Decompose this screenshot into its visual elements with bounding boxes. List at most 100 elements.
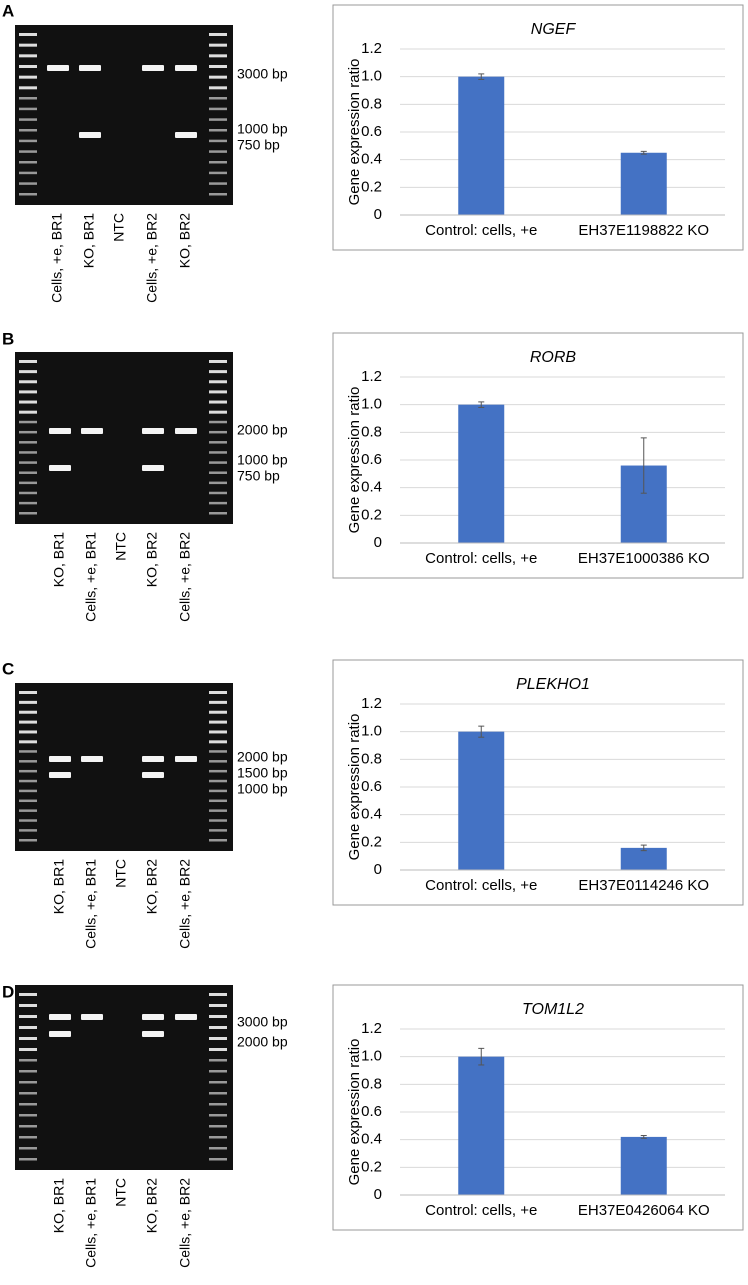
lane-label: KO, BR1 <box>51 1178 67 1233</box>
ladder-band <box>19 829 37 832</box>
ladder-band <box>19 1070 37 1073</box>
ladder-band <box>209 769 227 773</box>
ladder-band <box>209 471 227 474</box>
y-tick-label: 0.4 <box>361 806 382 823</box>
ladder-band <box>19 1004 37 1007</box>
size-marker: 2000 bp <box>237 422 288 438</box>
gel-band <box>142 1014 164 1020</box>
ladder-band <box>19 491 37 495</box>
ladder-band <box>19 993 37 996</box>
y-tick-label: 0 <box>374 206 382 223</box>
y-tick-label: 0.8 <box>361 95 382 112</box>
ladder-band <box>19 471 37 474</box>
y-tick-label: 1.0 <box>361 396 382 413</box>
lane-label: KO, BR2 <box>144 1178 160 1233</box>
ladder-band <box>19 1125 37 1128</box>
y-tick-label: 0.6 <box>361 1103 382 1120</box>
ladder-band <box>19 501 37 505</box>
gel-band <box>49 465 71 471</box>
size-marker: 1000 bp <box>237 452 288 468</box>
ladder-band <box>209 819 227 822</box>
gel-band <box>142 428 164 434</box>
ladder-band <box>209 182 227 185</box>
ladder-band <box>19 512 37 515</box>
lane-label: Cells, +e, BR2 <box>144 213 160 303</box>
ladder-band <box>19 150 37 153</box>
ladder-band <box>209 993 227 996</box>
ladder-band <box>19 370 37 374</box>
bar <box>458 76 505 216</box>
error-bar <box>640 150 647 155</box>
ladder-band <box>209 161 227 164</box>
ladder-band <box>209 789 227 793</box>
ladder-band <box>19 779 37 783</box>
ladder-band <box>19 193 37 196</box>
gel-band <box>81 756 103 762</box>
ladder-band <box>209 441 227 444</box>
gel-band <box>81 428 103 434</box>
y-tick-label: 1.2 <box>361 1020 382 1037</box>
size-marker: 1000 bp <box>237 781 288 797</box>
lane-label: Cells, +e, BR1 <box>83 1178 99 1268</box>
y-tick-label: 0.2 <box>361 833 382 850</box>
chart-title: NGEF <box>531 21 577 38</box>
gel-image <box>15 683 233 851</box>
ladder-band <box>19 65 37 68</box>
ladder-band <box>209 33 227 36</box>
ladder-band <box>19 1103 37 1106</box>
ladder-band <box>209 501 227 505</box>
chart-frame <box>332 659 744 906</box>
ladder-band <box>19 740 37 744</box>
y-tick-label: 1.2 <box>361 695 382 712</box>
ladder-band <box>209 107 227 111</box>
ladder-band <box>209 809 227 812</box>
panel-label: B <box>2 329 14 348</box>
y-tick-label: 0.4 <box>361 479 382 496</box>
gel-band <box>142 1031 164 1037</box>
ladder-band <box>209 129 227 132</box>
chart-frame <box>332 332 744 579</box>
y-axis-label: Gene expression ratio <box>346 59 363 206</box>
x-tick-label: Control: cells, +e <box>425 550 537 567</box>
bar <box>620 152 667 215</box>
gel-band <box>142 772 164 778</box>
ladder-band <box>209 730 227 734</box>
ladder-band <box>19 1114 37 1117</box>
y-tick-label: 0.4 <box>361 151 382 168</box>
gel-band <box>175 756 197 762</box>
ladder-band <box>209 1081 227 1084</box>
ladder-band <box>19 86 37 90</box>
ladder-band <box>19 750 37 753</box>
chart-title: RORB <box>530 349 577 366</box>
gel-band <box>175 1014 197 1020</box>
y-axis-label: Gene expression ratio <box>346 387 363 534</box>
lane-label: KO, BR2 <box>144 532 160 587</box>
bar <box>458 731 505 870</box>
ladder-band <box>209 700 227 704</box>
y-tick-label: 0.2 <box>361 506 382 523</box>
x-tick-label: EH37E1000386 KO <box>578 550 710 567</box>
ladder-band <box>19 1026 37 1029</box>
ladder-band <box>209 360 227 363</box>
ladder-band <box>209 491 227 495</box>
error-bar <box>478 725 485 738</box>
ladder-band <box>19 33 37 36</box>
y-tick-label: 0 <box>374 861 382 878</box>
lane-label: KO, BR1 <box>81 213 97 268</box>
ladder-band <box>209 390 227 394</box>
lane-label: KO, BR2 <box>144 859 160 914</box>
bar <box>458 404 505 543</box>
ladder-band <box>19 1037 37 1040</box>
ladder-band <box>209 750 227 753</box>
y-tick-label: 0.8 <box>361 423 382 440</box>
error-bar <box>478 73 485 80</box>
ladder-band <box>209 512 227 515</box>
ladder-band <box>209 1114 227 1117</box>
ladder-band <box>209 380 227 384</box>
gel-band <box>79 132 101 138</box>
size-marker: 3000 bp <box>237 1014 288 1030</box>
ladder-band <box>19 390 37 394</box>
gel-band <box>142 756 164 762</box>
ladder-band <box>19 54 37 58</box>
lane-label: NTC <box>113 532 129 561</box>
